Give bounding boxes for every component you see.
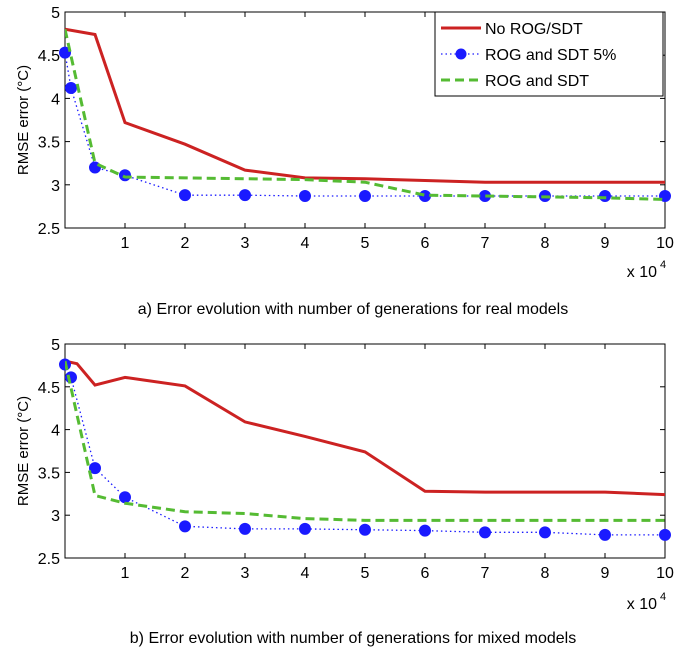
series-line-1	[65, 27, 665, 184]
x-axis-multiplier-exponent: 4	[660, 591, 666, 603]
series-point	[119, 491, 131, 504]
legend: No ROG/SDT ROG and SDT 5% ROG and SDT	[434, 11, 664, 97]
y-tick-label: 3.5	[38, 135, 60, 152]
series-point	[65, 82, 77, 95]
series-point	[599, 528, 611, 541]
x-tick-label: 7	[481, 565, 490, 582]
series-point	[299, 522, 311, 535]
y-tick-label: 4.5	[38, 48, 60, 65]
x-tick-label: 5	[361, 235, 370, 252]
x-tick-label: 4	[301, 565, 310, 582]
legend-label: ROG and SDT	[485, 73, 589, 90]
y-tick-label: 3	[51, 178, 60, 195]
x-tick-label: 6	[421, 235, 430, 252]
y-tick-label: 5	[51, 337, 60, 354]
x-tick-label: 5	[361, 565, 370, 582]
x-tick-label: 3	[241, 565, 250, 582]
series-point	[659, 528, 671, 541]
series-point	[359, 523, 371, 536]
x-axis-multiplier: x 10	[627, 264, 657, 281]
series-point	[419, 190, 431, 203]
chart-panel-2: 1 2 3 4 5 6 7 8 9 10 2.5 3 3.5 4 4.5 5 RMSE error (°C) x …	[15, 337, 674, 647]
series-point	[179, 189, 191, 202]
series-point	[479, 526, 491, 539]
y-tick-label: 2.5	[38, 551, 60, 568]
x-tick-label: 9	[601, 565, 610, 582]
series-point	[419, 524, 431, 537]
x-axis-multiplier-exponent: 4	[660, 259, 666, 271]
series-point	[89, 462, 101, 475]
legend-label: No ROG/SDT	[485, 21, 583, 38]
y-tick-label: 4.5	[38, 380, 60, 397]
series-point	[239, 522, 251, 535]
x-axis-multiplier: x 10	[627, 596, 657, 613]
series-line-3	[65, 360, 665, 522]
series-point	[179, 520, 191, 533]
x-tick-label: 7	[481, 235, 490, 252]
y-tick-label: 2.5	[38, 221, 60, 238]
chart-caption: a) Error evolution with number of genera…	[138, 301, 568, 318]
series-line-3	[65, 28, 665, 201]
series-point	[299, 190, 311, 203]
series-point	[539, 526, 551, 539]
x-tick-label: 3	[241, 235, 250, 252]
x-tick-label: 1	[121, 565, 130, 582]
legend-marker	[455, 48, 467, 60]
x-tick-label: 4	[301, 235, 310, 252]
series-point	[359, 190, 371, 203]
x-tick-label: 9	[601, 235, 610, 252]
series-point	[119, 169, 131, 182]
y-tick-label: 3.5	[38, 465, 60, 482]
y-tick-label: 5	[51, 5, 60, 22]
x-tick-label: 2	[181, 235, 190, 252]
y-axis-label: RMSE error (°C)	[15, 396, 32, 506]
series-point	[239, 189, 251, 202]
x-tick-label: 10	[656, 235, 674, 252]
y-axis-label: RMSE error (°C)	[15, 65, 32, 175]
x-tick-label: 2	[181, 565, 190, 582]
x-tick-label: 8	[541, 235, 550, 252]
y-tick-label: 4	[51, 91, 60, 108]
series-point	[659, 190, 671, 203]
x-tick-label: 10	[656, 565, 674, 582]
series-point	[59, 46, 71, 59]
x-tick-label: 6	[421, 565, 430, 582]
series-point	[599, 190, 611, 203]
y-tick-label: 4	[51, 423, 60, 440]
chart-panel-1: 1 2 3 4 5 6 7 8 9 10 2.5 3 3.5 4 4.5 5 RMSE error (°C) x …	[15, 5, 674, 318]
legend-label: ROG and SDT 5%	[485, 47, 616, 64]
y-tick-label: 3	[51, 508, 60, 525]
x-tick-label: 8	[541, 565, 550, 582]
x-tick-label: 1	[121, 235, 130, 252]
series-line-1	[65, 359, 665, 497]
chart-caption: b) Error evolution with number of genera…	[130, 630, 576, 647]
